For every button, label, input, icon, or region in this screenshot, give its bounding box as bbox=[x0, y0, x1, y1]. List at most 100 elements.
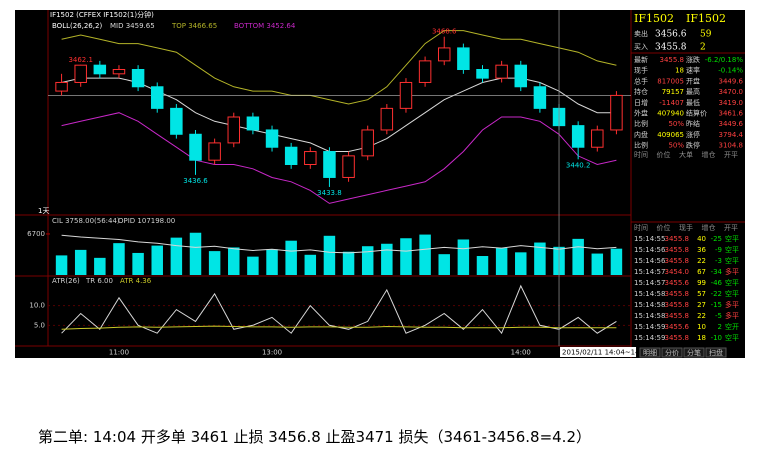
trade-cell: 空平 bbox=[725, 333, 739, 342]
trade-cell: 15:14:58 bbox=[634, 290, 665, 298]
candle-body bbox=[457, 47, 470, 70]
big-order-header: 价位 bbox=[657, 150, 671, 159]
x-tick-label: 11:00 bbox=[109, 349, 129, 357]
tab[interactable] bbox=[683, 347, 705, 358]
volume-bar bbox=[285, 240, 297, 275]
volume-bar bbox=[381, 243, 393, 275]
volume-bar bbox=[94, 257, 106, 275]
candle-body bbox=[591, 129, 604, 148]
quote-value: 79157 bbox=[662, 88, 684, 96]
caption: 第二单: 14:04 开多单 3461 止损 3456.8 止盈3471 损失（… bbox=[38, 428, 591, 446]
tab-label[interactable]: 明细 bbox=[643, 348, 657, 357]
quote-label: 内盘 bbox=[634, 130, 648, 139]
volume-bar bbox=[151, 245, 163, 275]
volume-bar bbox=[438, 254, 450, 275]
trade-cell: 22 bbox=[697, 312, 706, 320]
candle-body bbox=[284, 146, 298, 166]
quote-value: 3794.4 bbox=[719, 131, 744, 139]
trade-cell: 15:14:56 bbox=[634, 246, 666, 254]
quote-label: 涨停 bbox=[686, 130, 700, 139]
quote-value: -11407 bbox=[659, 99, 684, 107]
quote-label: 速率 bbox=[686, 66, 700, 75]
trade-cell: 多平 bbox=[725, 311, 739, 320]
candle-body bbox=[170, 107, 183, 135]
atr-line bbox=[61, 325, 617, 330]
trade-header: 现手 bbox=[679, 223, 693, 232]
tab-label[interactable]: 分价 bbox=[665, 348, 679, 357]
cursor-time: 2015/02/11 14:04~14:05 bbox=[562, 349, 651, 357]
bid-size: 2 bbox=[700, 43, 706, 53]
quote-label: 涨跌 bbox=[686, 55, 700, 64]
volume-readout: CIL 3758.00(56:44) bbox=[52, 217, 120, 225]
candle-body bbox=[265, 129, 279, 148]
atr-readout: ATR(26) bbox=[52, 277, 80, 285]
volume-bar bbox=[534, 242, 546, 275]
quote-label: 结算价 bbox=[686, 109, 707, 118]
tab-label[interactable]: 扫盘 bbox=[709, 348, 723, 357]
x-tick-label: 14:00 bbox=[511, 349, 531, 357]
trade-cell: 3455.6 bbox=[665, 279, 690, 287]
period-label: 1天 bbox=[38, 207, 49, 215]
quote-value: 3461.6 bbox=[719, 110, 744, 118]
quote-label: 外盘 bbox=[634, 109, 648, 118]
candle-body bbox=[571, 125, 585, 148]
tab-label[interactable]: 分笔 bbox=[687, 348, 701, 357]
indicator-readout: BOTTOM 3452.64 bbox=[234, 22, 296, 30]
y-tick-label: 6700 bbox=[27, 230, 45, 238]
trade-cell: 空平 bbox=[725, 245, 739, 254]
big-order-header: 增仓 bbox=[702, 150, 716, 159]
toolbar: IF1502 (CFFEX IF1502(1)分钟) bbox=[50, 10, 154, 19]
high-label: 3462.1 bbox=[68, 56, 93, 64]
quote-label: 比例 bbox=[634, 141, 648, 150]
trade-cell: 3455.8 bbox=[665, 290, 690, 298]
quote-label: 持仓 bbox=[634, 87, 648, 96]
tab[interactable] bbox=[661, 347, 683, 358]
quote-label: 跌停 bbox=[686, 141, 700, 150]
low-label: 3433.8 bbox=[317, 189, 342, 197]
low-label: 3440.2 bbox=[566, 161, 591, 169]
quote-value: 3419.0 bbox=[719, 99, 744, 107]
quote-value: 3104.8 bbox=[719, 142, 744, 150]
trade-cell: 3455.8 bbox=[665, 246, 690, 254]
volume-bar bbox=[170, 237, 183, 275]
trade-cell: -15 bbox=[711, 301, 722, 309]
trade-cell: 36 bbox=[697, 246, 706, 254]
trade-cell: 空开 bbox=[725, 322, 739, 331]
candle-body bbox=[131, 69, 145, 88]
trade-cell: 15:14:58 bbox=[634, 301, 665, 309]
tab[interactable] bbox=[705, 347, 727, 358]
trade-cell: 67 bbox=[697, 268, 706, 276]
quote-value: 817005 bbox=[657, 77, 684, 85]
candle-body bbox=[208, 142, 221, 161]
trade-cell: 多平 bbox=[725, 267, 739, 276]
trade-cell: 空平 bbox=[725, 289, 739, 298]
trade-cell: 15:14:58 bbox=[634, 312, 665, 320]
boll-lower bbox=[61, 112, 617, 204]
volume-bar bbox=[361, 246, 374, 275]
boll-upper bbox=[61, 30, 617, 105]
quote-value: 50% bbox=[668, 120, 684, 128]
quote-value: 3455.8 bbox=[660, 56, 685, 64]
trade-cell: 3455.8 bbox=[665, 257, 690, 265]
trade-cell: 3455.8 bbox=[665, 312, 690, 320]
volume-bar bbox=[247, 256, 259, 275]
ask-price: 3456.6 bbox=[655, 30, 687, 40]
quote-value: 3449.6 bbox=[719, 120, 744, 128]
x-tick-label: 13:00 bbox=[262, 349, 282, 357]
trade-header: 开平 bbox=[724, 224, 738, 232]
trade-cell: -25 bbox=[711, 235, 722, 243]
trade-cell: 15:14:59 bbox=[634, 323, 665, 331]
trade-cell: 15:14:56 bbox=[634, 257, 666, 265]
candle-body bbox=[112, 69, 126, 75]
tab[interactable] bbox=[639, 347, 661, 358]
trade-cell: 3455.6 bbox=[665, 323, 690, 331]
quote-value: -6.2/0.18% bbox=[705, 56, 744, 64]
symbol: IF1502 bbox=[634, 12, 674, 25]
y-tick-label: 10.0 bbox=[29, 302, 45, 310]
trade-cell: 27 bbox=[697, 301, 706, 309]
trade-cell: -3 bbox=[715, 257, 722, 265]
candle-body bbox=[227, 116, 241, 144]
volume-readout: OPID 107198.00 bbox=[118, 217, 175, 225]
trade-cell: 99 bbox=[697, 279, 706, 287]
trading-screen: IF1502 (CFFEX IF1502(1)分钟) BOLL(26,26,2)… bbox=[15, 10, 745, 358]
